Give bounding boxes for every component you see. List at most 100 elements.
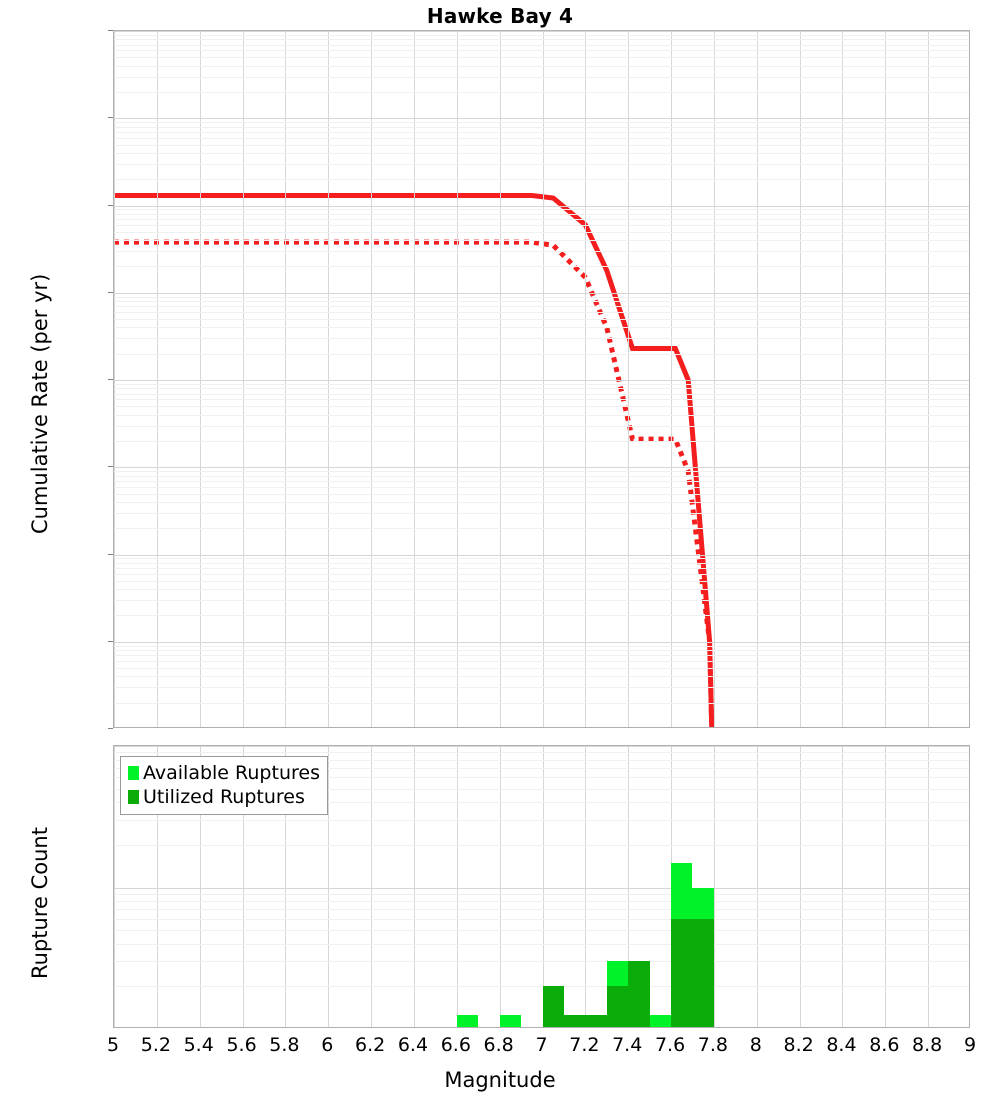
gridline-horizontal [114, 240, 969, 242]
gridline-horizontal [114, 312, 969, 314]
gridline-horizontal [114, 50, 969, 52]
gridline-vertical [371, 31, 373, 727]
gridline-vertical [799, 746, 801, 1027]
gridline-horizontal [114, 425, 969, 427]
gridline-vertical [413, 746, 415, 1027]
gridline-horizontal [114, 573, 969, 575]
gridline-horizontal [114, 296, 969, 298]
gridline-vertical [114, 746, 115, 1027]
gridline-vertical [456, 746, 458, 1027]
bar-utilized [606, 986, 629, 1027]
x-tick-label: 8.6 [869, 1034, 900, 1056]
x-tick-label: 5 [106, 1034, 120, 1056]
gridline-horizontal [114, 645, 969, 647]
legend-item-available-ruptures: Available Ruptures [128, 761, 320, 785]
x-tick-label: 5.8 [269, 1034, 300, 1056]
gridline-vertical [756, 31, 758, 727]
gridline-horizontal [114, 266, 969, 268]
gridline-horizontal [114, 57, 969, 59]
gridline-horizontal [114, 930, 969, 932]
curve-participation [114, 193, 715, 727]
gridline-horizontal [114, 306, 969, 308]
gridline-vertical [371, 746, 373, 1027]
gridline-vertical [328, 746, 330, 1027]
gridline-horizontal [114, 802, 969, 804]
curve-nucleation [114, 239, 715, 727]
gridline-vertical [628, 31, 630, 727]
gridline-horizontal [114, 205, 969, 207]
x-tick-label: 7.8 [697, 1034, 728, 1056]
gridline-horizontal [114, 39, 969, 41]
gridline-vertical [842, 31, 844, 727]
gridline-vertical [885, 746, 887, 1027]
gridline-horizontal [114, 292, 969, 294]
gridline-vertical [156, 746, 158, 1027]
bar-utilized [542, 986, 564, 1027]
x-tick-label: 7.6 [654, 1034, 686, 1056]
gridline-vertical [456, 31, 458, 727]
gridline-vertical [928, 31, 930, 727]
gridline-horizontal [114, 44, 969, 46]
rupture-count-y-axis-title: Rupture Count [28, 826, 52, 979]
gridline-vertical [156, 31, 158, 727]
gridline-horizontal [114, 118, 969, 120]
gridline-horizontal [114, 702, 969, 704]
gridline-horizontal [114, 558, 969, 560]
y-tick-mark [108, 117, 113, 119]
y-tick-mark [108, 640, 113, 642]
gridline-horizontal [114, 641, 969, 643]
x-tick-label: 9 [963, 1034, 977, 1056]
y-tick-mark [108, 30, 113, 31]
gridline-horizontal [114, 353, 969, 355]
gridline-horizontal [114, 580, 969, 582]
gridline-horizontal [114, 467, 969, 469]
gridline-horizontal [114, 131, 969, 133]
gridline-horizontal [114, 661, 969, 663]
page-title: Hawke Bay 4 [426, 4, 574, 28]
gridline-horizontal [114, 943, 969, 945]
gridline-vertical [199, 746, 201, 1027]
gridline-horizontal [114, 687, 969, 689]
x-tick-label: 5.2 [140, 1034, 171, 1056]
gridline-horizontal [114, 554, 969, 556]
gridline-horizontal [114, 887, 969, 889]
gridline-horizontal [114, 568, 969, 569]
x-tick-label: 7 [535, 1034, 548, 1056]
gridline-horizontal [114, 380, 969, 381]
gridline-horizontal [114, 388, 969, 390]
x-tick-label: 5.6 [226, 1034, 257, 1056]
gridline-horizontal [114, 918, 969, 920]
bar-available [499, 1015, 522, 1027]
gridline-vertical [242, 746, 244, 1027]
y-tick-mark [108, 379, 113, 380]
gridline-horizontal [114, 144, 969, 146]
gridline-vertical [542, 746, 544, 1027]
gridline-horizontal [114, 76, 969, 78]
x-tick-label: 6.2 [354, 1034, 386, 1056]
gridline-vertical [585, 31, 587, 727]
gridline-horizontal [114, 475, 969, 477]
bar-utilized [692, 918, 714, 1027]
gridline-horizontal [114, 655, 969, 657]
gridline-vertical [328, 31, 330, 727]
gridline-horizontal [114, 480, 969, 482]
gridline-horizontal [114, 327, 969, 329]
gridline-horizontal [114, 34, 969, 36]
gridline-horizontal [114, 562, 969, 564]
gridline-horizontal [114, 301, 969, 303]
gridline-horizontal [114, 399, 969, 401]
gridline-horizontal [114, 909, 969, 911]
gridline-horizontal [114, 65, 969, 67]
available-swatch-icon [128, 766, 139, 780]
gridline-horizontal [114, 209, 969, 211]
gridline-horizontal [114, 251, 969, 253]
legend-label-utilized-ruptures: Utilized Ruptures [143, 786, 305, 808]
x-tick-label: 7.2 [569, 1034, 600, 1056]
y-tick-mark [108, 466, 113, 468]
gridline-horizontal [114, 767, 969, 769]
gridline-horizontal [114, 319, 969, 320]
x-tick-label: 6.8 [483, 1034, 514, 1056]
gridline-horizontal [114, 746, 969, 747]
gridline-horizontal [114, 668, 969, 669]
